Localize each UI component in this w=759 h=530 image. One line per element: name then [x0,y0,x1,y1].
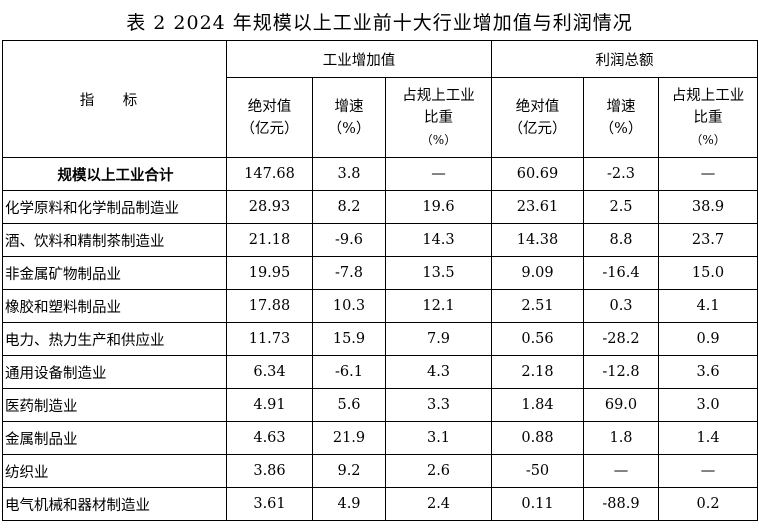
cell-p-share: 38.9 [657,190,759,224]
value-added-header: 工业增加值 [226,40,492,78]
cell-p-share: 0.2 [657,487,759,521]
cell-p-growth: -12.8 [583,355,659,389]
cell-p-share: 3.0 [657,388,759,422]
table-row-total: 规模以上工业合计 147.68 3.8—60.69 -2.3— [2,157,759,191]
cell-p-growth: 0.3 [583,289,659,323]
row-label: 非金属矿物制品业 [2,256,227,290]
profit-absolute-header: 绝对值 （亿元） [491,77,584,158]
cell-va-abs: 3.86 [226,454,313,488]
cell-va-growth: 10.3 [312,289,386,323]
table-row: 电力、热力生产和供应业 11.73 15.9 7.9 0.56 -28.2 0.9 [2,322,759,356]
va-share-header: 占规上工业 比重 （%） [385,77,492,158]
va-absolute-header: 绝对值 （亿元） [226,77,313,158]
profit-header: 利润总额 [490,40,759,78]
cell-va-abs: 147.68 [226,157,313,191]
cell-va-abs: 4.63 [226,421,313,455]
table-title: 表 2 2024 年规模以上工业前十大行业增加值与利润情况 [126,12,633,34]
cell-va-growth: 3.8 [312,157,386,191]
cell-p-growth: 1.8 [583,421,659,455]
cell-va-growth: 9.2 [312,454,386,488]
cell-p-share: 1.4 [657,421,759,455]
table-row: 非金属矿物制品业 19.95 -7.8 13.5 9.09 -16.4 15.0 [2,256,759,290]
cell-va-growth: -7.8 [312,256,386,290]
row-label: 酒、饮料和精制茶制造业 [2,223,227,257]
va-growth-header: 增速 （%） [312,77,386,158]
cell-p-growth: -2.3 [583,157,659,191]
cell-va-abs: 11.73 [226,322,313,356]
cell-va-growth: 5.6 [312,388,386,422]
cell-p-share: 23.7 [657,223,759,257]
cell-va-share: 4.3 [385,355,492,389]
table-row: 通用设备制造业 6.34 -6.1 4.3 2.18 -12.8 3.6 [2,355,759,389]
cell-va-abs: 19.95 [226,256,313,290]
cell-va-abs: 6.34 [226,355,313,389]
cell-p-share: — [657,157,759,191]
cell-va-growth: 15.9 [312,322,386,356]
indicator-header: 指 标 [2,40,227,158]
cell-p-growth: 2.5 [583,190,659,224]
cell-va-growth: 4.9 [312,487,386,521]
cell-p-abs: 60.69 [491,157,584,191]
cell-p-growth: — [583,454,659,488]
cell-p-abs: 0.88 [491,421,584,455]
cell-va-growth: -6.1 [312,355,386,389]
row-label: 橡胶和塑料制品业 [2,289,227,323]
table-row: 橡胶和塑料制品业 17.88 10.3 12.1 2.51 0.3 4.1 [2,289,759,323]
cell-p-growth: 69.0 [583,388,659,422]
cell-va-share: 3.3 [385,388,492,422]
cell-va-growth: 8.2 [312,190,386,224]
cell-p-abs: 0.56 [491,322,584,356]
row-label: 医药制造业 [2,388,227,422]
cell-va-abs: 28.93 [226,190,313,224]
cell-va-share: 13.5 [385,256,492,290]
table-row: 金属制品业 4.63 21.9 3.1 0.88 1.8 1.4 [2,421,759,455]
row-label: 电气机械和器材制造业 [2,487,227,521]
cell-p-abs: 1.84 [491,388,584,422]
row-label: 化学原料和化学制品制造业 [2,190,227,224]
cell-p-share: 0.9 [657,322,759,356]
cell-p-abs: 2.18 [491,355,584,389]
table-row: 化学原料和化学制品制造业 28.93 8.2 19.6 23.61 2.5 38.9 [2,190,759,224]
cell-p-share: 4.1 [657,289,759,323]
cell-va-share: 3.1 [385,421,492,455]
cell-va-share: — [385,157,492,191]
cell-p-share: 3.6 [657,355,759,389]
cell-va-growth: -9.6 [312,223,386,257]
table-row: 医药制造业 4.91 5.6 3.3 1.84 69.0 3.0 [2,388,759,422]
profit-share-header: 占规上工业 比重 （%） [657,77,759,158]
cell-p-abs: 0.11 [491,487,584,521]
cell-va-abs: 3.61 [226,487,313,521]
cell-va-abs: 4.91 [226,388,313,422]
cell-p-growth: 8.8 [583,223,659,257]
cell-va-share: 14.3 [385,223,492,257]
cell-va-share: 7.9 [385,322,492,356]
cell-va-abs: 21.18 [226,223,313,257]
row-label: 金属制品业 [2,421,227,455]
profit-growth-header: 增速 （%） [583,77,659,158]
cell-p-abs: 23.61 [491,190,584,224]
cell-p-abs: -50 [491,454,584,488]
cell-va-abs: 17.88 [226,289,313,323]
cell-p-growth: -28.2 [583,322,659,356]
cell-va-growth: 21.9 [312,421,386,455]
table-row: 电气机械和器材制造业 3.61 4.9 2.4 0.11 -88.9 0.2 [2,487,759,521]
row-label: 电力、热力生产和供应业 [2,322,227,356]
cell-p-share: — [657,454,759,488]
cell-va-share: 2.4 [385,487,492,521]
cell-p-share: 15.0 [657,256,759,290]
cell-p-growth: -16.4 [583,256,659,290]
cell-p-abs: 2.51 [491,289,584,323]
cell-p-abs: 9.09 [491,256,584,290]
cell-va-share: 2.6 [385,454,492,488]
cell-va-share: 19.6 [385,190,492,224]
cell-p-growth: -88.9 [583,487,659,521]
row-label: 规模以上工业合计 [2,157,227,191]
row-label: 通用设备制造业 [2,355,227,389]
table-row: 纺织业 3.86 9.2 2.6 -50— — [2,454,759,488]
industry-table: 指 标 工业增加值 利润总额 绝对值 （亿元） 增速 （%） 占规上工业 比重 （%） … [2,40,759,521]
cell-va-share: 12.1 [385,289,492,323]
cell-p-abs: 14.38 [491,223,584,257]
row-label: 纺织业 [2,454,227,488]
table-row: 酒、饮料和精制茶制造业 21.18 -9.6 14.3 14.38 8.8 23.7 [2,223,759,257]
